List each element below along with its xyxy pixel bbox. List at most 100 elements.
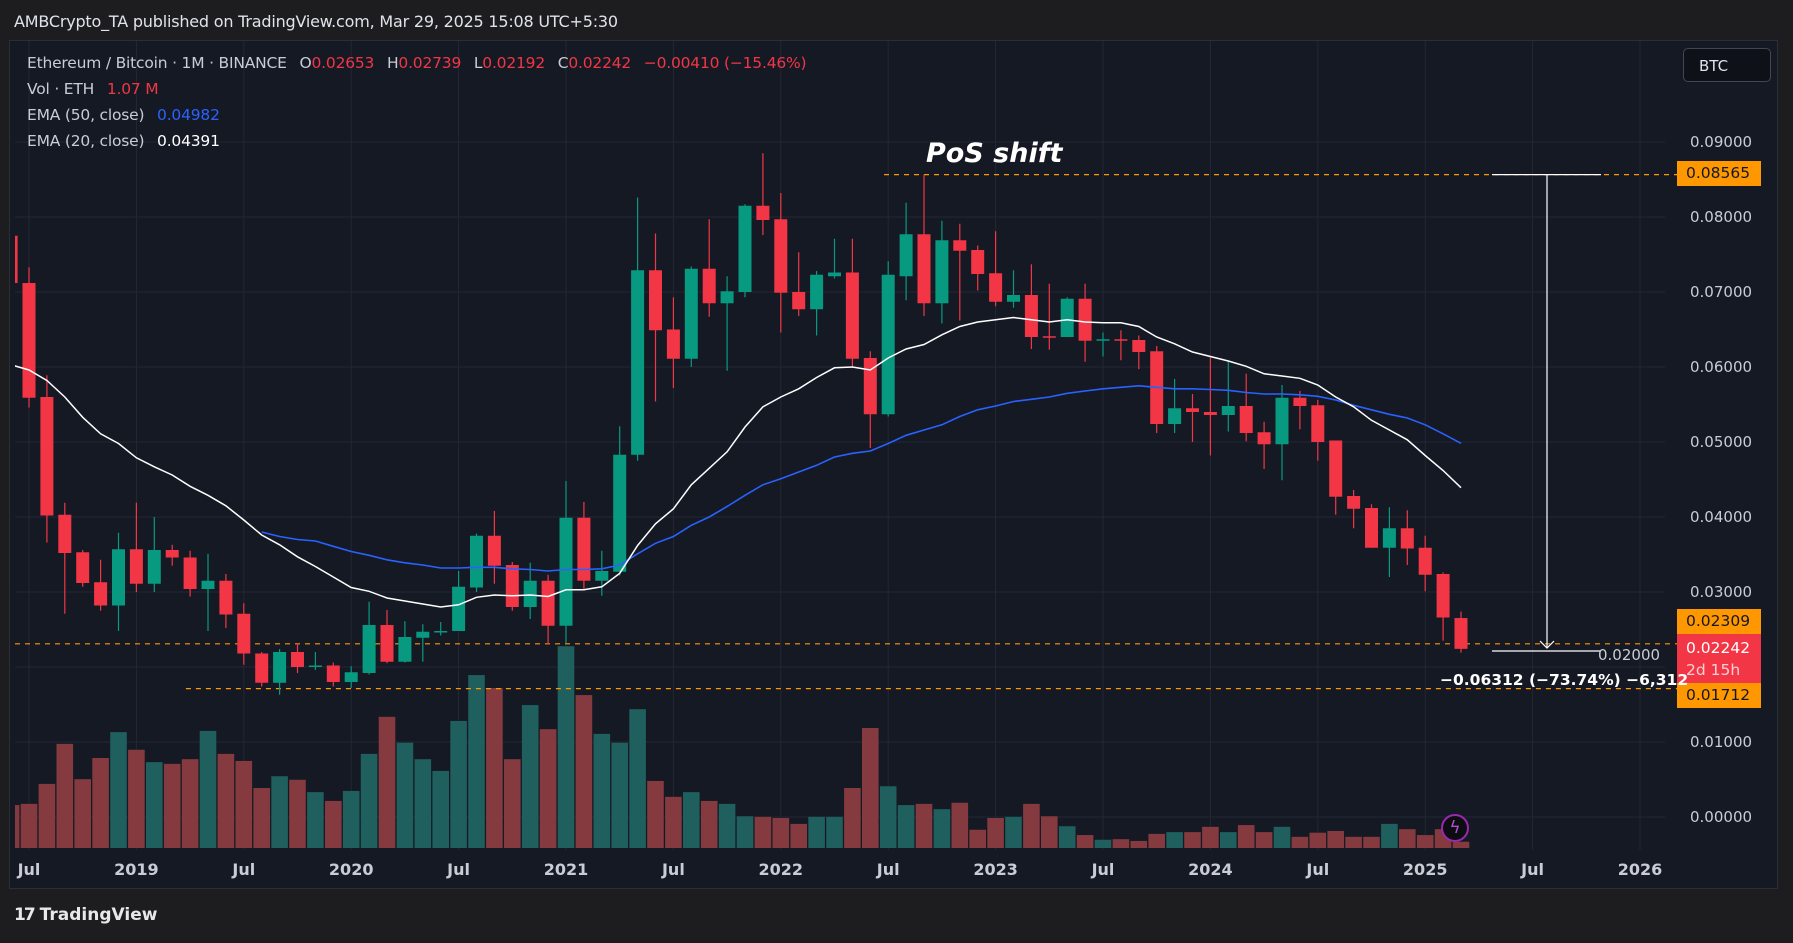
bar-countdown: 2d 15h <box>1686 661 1741 679</box>
candle-body <box>613 454 627 572</box>
legend-ema20-row[interactable]: EMA (20, close) 0.04391 <box>27 132 220 150</box>
legend-ema50-row[interactable]: EMA (50, close) 0.04982 <box>27 106 220 124</box>
arrow-down-icon <box>1539 640 1555 649</box>
volume-bar <box>38 783 56 848</box>
candle-body <box>1007 295 1020 302</box>
candle-body <box>1096 339 1110 341</box>
candle-body <box>1293 397 1307 406</box>
volume-bar <box>897 805 915 848</box>
volume-bar <box>772 818 790 848</box>
time-tick-label: 2023 <box>973 860 1018 879</box>
candle-body <box>720 291 734 304</box>
candle-body <box>541 580 555 626</box>
volume-label: Vol · ETH <box>27 80 95 98</box>
candle-body <box>452 586 466 631</box>
volume-bar <box>1166 832 1183 848</box>
volume-bar <box>360 753 378 848</box>
volume-bar <box>74 779 91 848</box>
legend-ohlc-row: Ethereum / Bitcoin · 1M · BINANCE O0.026… <box>27 54 807 72</box>
last-price-value: 0.02242 <box>1686 639 1751 657</box>
candle-body <box>273 652 287 683</box>
candle-body <box>1060 298 1074 337</box>
time-tick-label: 2024 <box>1188 860 1233 879</box>
ema-lines <box>15 316 1462 608</box>
candle-body <box>1418 547 1432 575</box>
candle-body <box>416 631 430 638</box>
candle-body <box>845 272 859 359</box>
candle-body <box>971 250 985 274</box>
candle-body <box>1221 406 1235 415</box>
level-badge-low: 0.01712 <box>1677 683 1761 708</box>
volume-bar <box>450 720 467 848</box>
time-tick-label: 2021 <box>543 860 589 879</box>
candle-body <box>398 637 412 662</box>
ema20-label: EMA (20, close) <box>27 132 145 150</box>
candle-body <box>523 580 537 607</box>
symbol-title[interactable]: Ethereum / Bitcoin · 1M · BINANCE <box>27 54 287 72</box>
candle-body <box>1186 408 1199 412</box>
volume-bar <box>1005 816 1022 848</box>
candle-body <box>1132 340 1146 352</box>
chart-panel[interactable] <box>9 40 1778 889</box>
candle-body <box>702 268 716 304</box>
legend-volume-row[interactable]: Vol · ETH 1.07 M <box>27 80 159 98</box>
price-tick-label: 0.05000 <box>1690 433 1753 451</box>
volume-bar <box>1381 823 1398 848</box>
candle-body <box>738 205 752 292</box>
candle-body <box>595 571 609 581</box>
volume-bar <box>1416 835 1434 848</box>
candle-body <box>326 665 340 682</box>
low-label: L <box>473 54 483 72</box>
volume-bar <box>557 646 575 848</box>
candle-body <box>147 550 161 584</box>
candle-body <box>1275 397 1289 445</box>
volume-bar <box>683 792 700 848</box>
tradingview-footer[interactable]: 17 TradingView <box>14 905 157 925</box>
candle-body <box>362 625 376 673</box>
candle-body <box>237 613 251 654</box>
candle-body <box>201 580 215 589</box>
candle-body <box>291 652 304 667</box>
currency-button[interactable]: BTC <box>1683 48 1771 82</box>
candle-body <box>881 274 895 415</box>
candle-body <box>1329 440 1343 497</box>
candle-body <box>1114 339 1128 341</box>
volume-bar <box>575 695 593 848</box>
volume-bar <box>1148 833 1165 848</box>
candle-body <box>470 535 483 588</box>
price-tick-label: 0.07000 <box>1690 283 1753 301</box>
time-tick-label: Jul <box>1091 860 1115 879</box>
candle-body <box>183 557 197 589</box>
volume-bar <box>987 818 1004 848</box>
volume-bar <box>181 759 199 848</box>
price-tick-label: 0.03000 <box>1690 583 1753 601</box>
volume-bar <box>342 790 360 848</box>
volume-bar <box>879 786 897 848</box>
volume-bar <box>539 729 557 848</box>
volume-bar <box>808 816 825 848</box>
candle-body <box>1078 298 1092 341</box>
time-tick-label: 2020 <box>328 860 374 879</box>
lightning-icon[interactable]: ϟ <box>1441 814 1469 842</box>
low-value: 0.02192 <box>482 54 545 72</box>
volume-bar <box>790 823 807 848</box>
candle-body <box>255 653 269 683</box>
candle-body <box>22 283 36 398</box>
volume-bar <box>1058 826 1076 848</box>
time-tick-label: Jul <box>17 860 41 879</box>
volume-bar <box>20 803 38 848</box>
time-tick-label: Jul <box>1521 860 1545 879</box>
volume-bar <box>1184 832 1201 848</box>
candle-body <box>559 517 573 626</box>
volume-bar <box>199 730 217 848</box>
tradingview-logo-icon: 17 <box>14 905 36 925</box>
last-price-badge: 0.02242 2d 15h <box>1677 634 1761 683</box>
candle-body <box>112 549 125 606</box>
volume-bar <box>629 709 646 848</box>
candle-body <box>1400 528 1414 549</box>
high-value: 0.02739 <box>398 54 462 72</box>
candle-body <box>434 631 448 633</box>
volume-bar <box>15 805 20 848</box>
volume-bar <box>414 759 432 848</box>
